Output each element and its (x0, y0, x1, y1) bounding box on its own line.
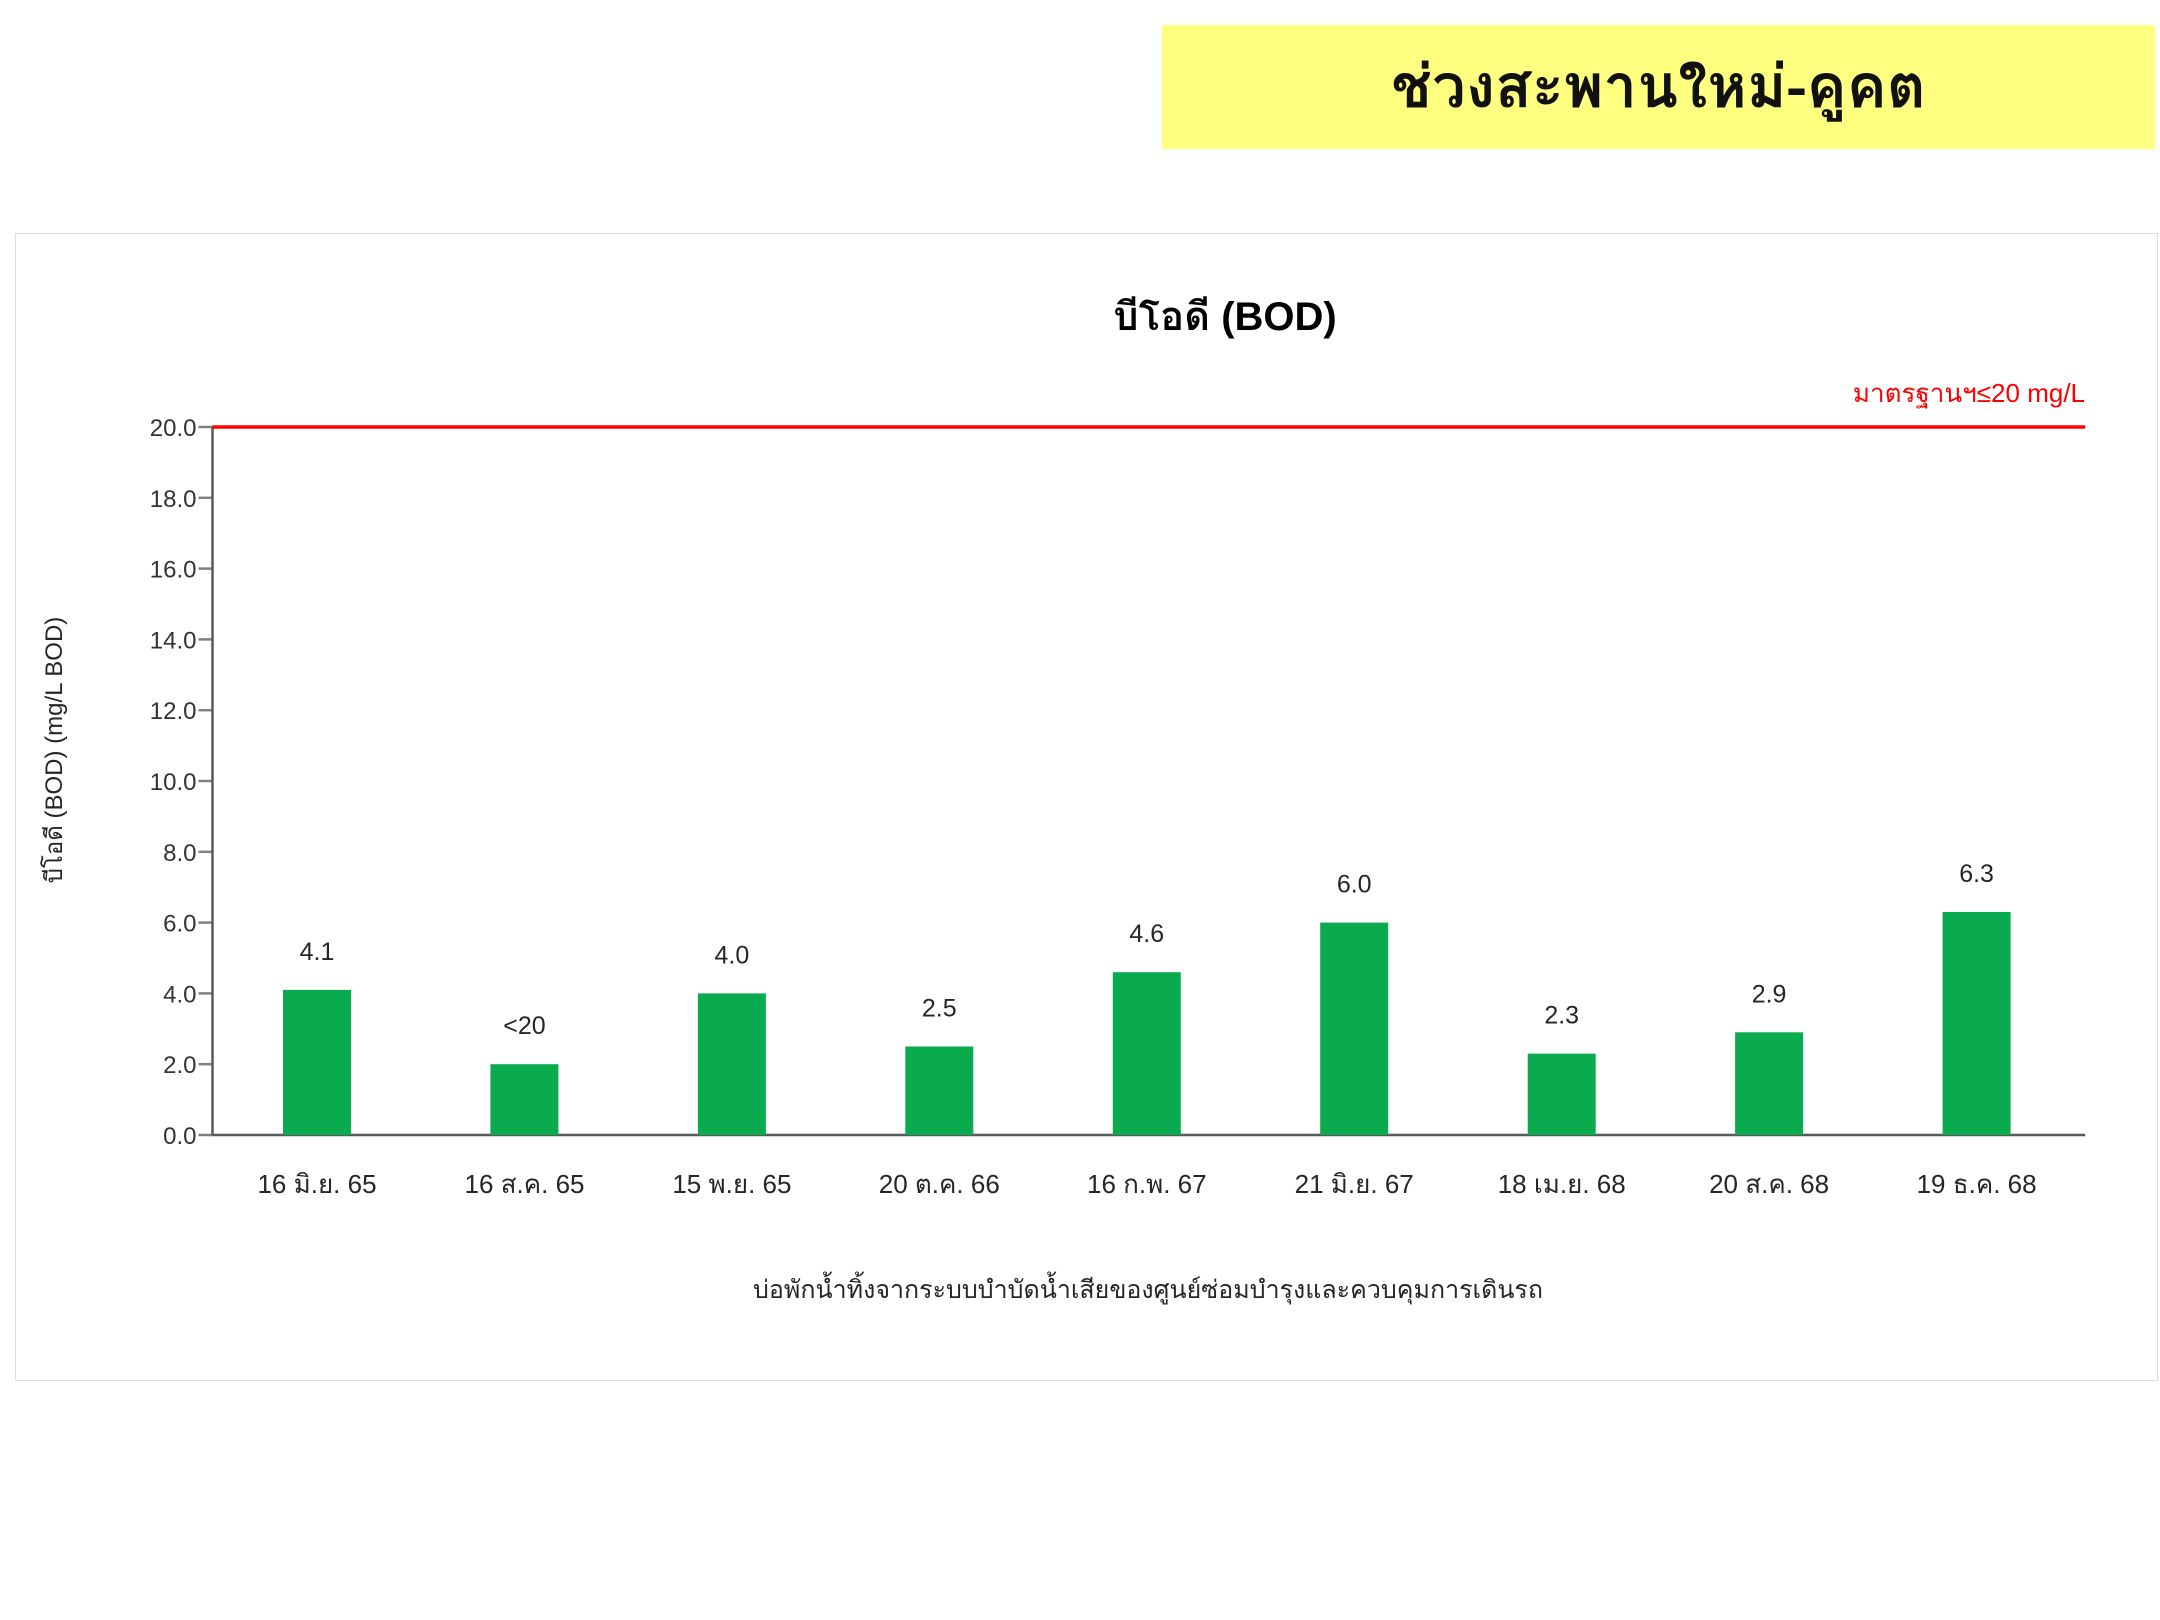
svg-text:16 ส.ค. 65: 16 ส.ค. 65 (465, 1169, 585, 1199)
svg-text:16 ก.พ. 67: 16 ก.พ. 67 (1087, 1169, 1207, 1199)
svg-text:มาตรฐานฯ≤20 mg/L: มาตรฐานฯ≤20 mg/L (1853, 378, 2085, 409)
svg-text:6.0: 6.0 (163, 911, 196, 938)
svg-text:16 มิ.ย. 65: 16 มิ.ย. 65 (257, 1169, 376, 1199)
svg-text:15 พ.ย. 65: 15 พ.ย. 65 (672, 1169, 791, 1199)
svg-text:4.0: 4.0 (715, 941, 750, 969)
svg-text:14.0: 14.0 (150, 627, 197, 654)
svg-text:16.0: 16.0 (150, 557, 197, 584)
svg-text:บีโอดี (BOD) (mg/L BOD): บีโอดี (BOD) (mg/L BOD) (34, 617, 73, 884)
svg-text:20 ส.ค. 68: 20 ส.ค. 68 (1709, 1169, 1829, 1199)
svg-text:18 เม.ย. 68: 18 เม.ย. 68 (1498, 1169, 1626, 1199)
svg-text:10.0: 10.0 (150, 769, 197, 796)
svg-text:20 ต.ค. 66: 20 ต.ค. 66 (879, 1169, 1000, 1199)
svg-text:8.0: 8.0 (163, 840, 196, 867)
svg-text:12.0: 12.0 (150, 698, 197, 725)
svg-text:<20: <20 (503, 1012, 545, 1040)
svg-text:บ่อพักน้ำทิ้งจากระบบบำบัดน้ำเส: บ่อพักน้ำทิ้งจากระบบบำบัดน้ำเสียของศูนย์… (753, 1271, 1543, 1305)
svg-text:2.5: 2.5 (922, 995, 957, 1023)
svg-text:4.0: 4.0 (163, 981, 196, 1008)
svg-text:6.0: 6.0 (1337, 871, 1372, 899)
svg-text:4.1: 4.1 (300, 938, 335, 966)
svg-text:6.3: 6.3 (1959, 860, 1994, 888)
svg-text:18.0: 18.0 (150, 486, 197, 513)
svg-text:2.3: 2.3 (1544, 1002, 1579, 1030)
svg-text:20.0: 20.0 (150, 415, 197, 442)
svg-text:บีโอดี (BOD): บีโอดี (BOD) (1113, 284, 1337, 348)
svg-text:2.0: 2.0 (163, 1052, 196, 1079)
svg-text:19 ธ.ค. 68: 19 ธ.ค. 68 (1917, 1169, 2037, 1199)
svg-text:2.9: 2.9 (1752, 980, 1787, 1008)
svg-text:21 มิ.ย. 67: 21 มิ.ย. 67 (1295, 1169, 1414, 1199)
svg-text:4.6: 4.6 (1129, 920, 1164, 948)
svg-text:0.0: 0.0 (163, 1123, 196, 1150)
